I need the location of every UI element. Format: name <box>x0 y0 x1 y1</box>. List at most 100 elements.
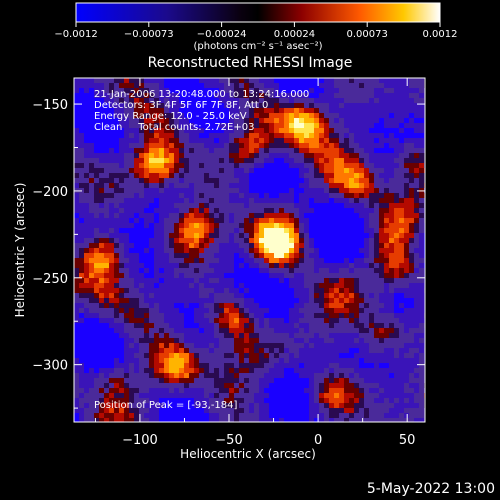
heatmap-pixel <box>259 273 265 279</box>
heatmap-pixel <box>84 293 90 299</box>
heatmap-pixel <box>184 83 190 89</box>
heatmap-pixel <box>214 383 220 389</box>
heatmap-pixel <box>414 213 420 219</box>
heatmap-pixel <box>254 123 260 129</box>
heatmap-pixel <box>139 123 145 129</box>
heatmap-pixel <box>154 188 160 194</box>
heatmap-pixel <box>79 358 85 364</box>
heatmap-pixel <box>379 318 385 324</box>
heatmap-pixel <box>129 313 135 319</box>
heatmap-pixel <box>399 358 405 364</box>
heatmap-pixel <box>174 108 180 114</box>
heatmap-pixel <box>194 123 200 129</box>
heatmap-pixel <box>344 383 350 389</box>
heatmap-pixel <box>74 228 80 234</box>
heatmap-pixel <box>259 143 265 149</box>
heatmap-pixel <box>79 108 85 114</box>
heatmap-pixel <box>309 153 315 159</box>
heatmap-pixel <box>309 363 315 369</box>
heatmap-pixel <box>304 183 310 189</box>
heatmap-pixel <box>394 323 400 329</box>
heatmap-pixel <box>319 408 325 414</box>
heatmap-pixel <box>159 333 165 339</box>
heatmap-pixel <box>284 228 290 234</box>
heatmap-pixel <box>109 343 115 349</box>
heatmap-pixel <box>104 393 110 399</box>
heatmap-pixel <box>409 178 415 184</box>
heatmap-pixel <box>339 298 345 304</box>
heatmap-pixel <box>164 163 170 169</box>
heatmap-pixel <box>224 128 230 134</box>
heatmap-pixel <box>179 168 185 174</box>
heatmap-pixel <box>199 313 205 319</box>
heatmap-pixel <box>174 293 180 299</box>
heatmap-pixel <box>104 93 110 99</box>
heatmap-pixel <box>404 218 410 224</box>
heatmap-pixel <box>114 418 120 422</box>
heatmap-pixel <box>344 243 350 249</box>
heatmap-pixel <box>299 138 305 144</box>
heatmap-pixel <box>194 133 200 139</box>
heatmap-pixel <box>179 338 185 344</box>
heatmap-pixel <box>319 323 325 329</box>
heatmap-pixel <box>204 413 210 419</box>
heatmap-pixel <box>204 333 210 339</box>
heatmap-pixel <box>164 338 170 344</box>
heatmap-pixel <box>394 213 400 219</box>
heatmap-pixel <box>364 158 370 164</box>
heatmap-pixel <box>114 358 120 364</box>
heatmap-pixel <box>249 283 255 289</box>
heatmap-pixel <box>394 353 400 359</box>
heatmap-pixel <box>279 353 285 359</box>
heatmap-pixel <box>159 228 165 234</box>
heatmap-pixel <box>179 123 185 129</box>
heatmap-pixel <box>74 303 80 309</box>
heatmap-pixel <box>219 148 225 154</box>
heatmap-pixel <box>309 213 315 219</box>
heatmap-pixel <box>389 148 395 154</box>
heatmap-pixel <box>209 283 215 289</box>
heatmap-pixel <box>294 148 300 154</box>
heatmap-pixel <box>164 153 170 159</box>
heatmap-pixel <box>124 388 130 394</box>
heatmap-pixel <box>124 278 130 284</box>
heatmap-pixel <box>194 248 200 254</box>
heatmap-pixel <box>169 198 175 204</box>
heatmap-pixel <box>149 398 155 404</box>
heatmap-pixel <box>79 398 85 404</box>
heatmap-pixel <box>304 98 310 104</box>
heatmap-pixel <box>79 353 85 359</box>
heatmap-pixel <box>384 343 390 349</box>
heatmap-pixel <box>84 253 90 259</box>
heatmap-pixel <box>89 88 95 94</box>
heatmap-pixel <box>114 278 120 284</box>
heatmap-pixel <box>84 138 90 144</box>
heatmap-pixel <box>404 223 410 229</box>
heatmap-pixel <box>144 133 150 139</box>
heatmap-pixel <box>229 288 235 294</box>
heatmap-pixel <box>354 408 360 414</box>
heatmap-pixel <box>199 88 205 94</box>
heatmap-pixel <box>139 193 145 199</box>
heatmap-pixel <box>129 198 135 204</box>
heatmap-pixel <box>174 388 180 394</box>
heatmap-pixel <box>224 148 230 154</box>
heatmap-pixel <box>104 363 110 369</box>
heatmap-pixel <box>379 93 385 99</box>
heatmap-pixel <box>94 123 100 129</box>
heatmap-pixel <box>109 308 115 314</box>
heatmap-pixel <box>174 93 180 99</box>
heatmap-pixel <box>229 143 235 149</box>
heatmap-pixel <box>229 148 235 154</box>
heatmap-pixel <box>194 223 200 229</box>
heatmap-pixel <box>399 123 405 129</box>
heatmap-pixel <box>164 378 170 384</box>
heatmap-pixel <box>349 193 355 199</box>
heatmap-pixel <box>114 188 120 194</box>
heatmap-pixel <box>224 333 230 339</box>
heatmap-pixel <box>74 343 80 349</box>
heatmap-pixel <box>79 258 85 264</box>
heatmap-pixel <box>404 298 410 304</box>
heatmap-pixel <box>374 358 380 364</box>
heatmap-pixel <box>284 203 290 209</box>
